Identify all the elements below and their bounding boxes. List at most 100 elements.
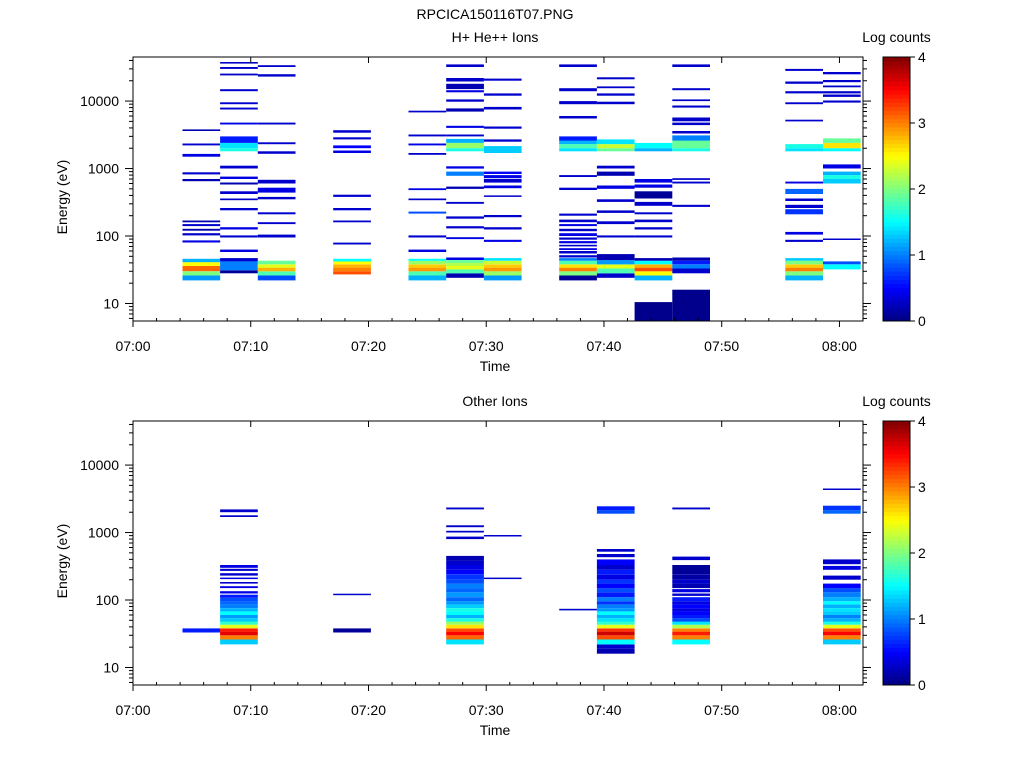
heatmap-cell xyxy=(257,187,296,193)
y-tick-label: 1000 xyxy=(88,161,119,177)
heatmap-cell xyxy=(483,179,522,183)
colorbar-swatch xyxy=(883,110,910,116)
heatmap-cell xyxy=(672,615,710,619)
heatmap-cell xyxy=(559,271,597,276)
heatmap-cell xyxy=(823,604,861,608)
heatmap-cell xyxy=(257,234,296,238)
heatmap-cell xyxy=(596,565,635,570)
heatmap-cell xyxy=(446,536,484,540)
colorbar-swatch xyxy=(883,275,910,281)
colorbar-swatch xyxy=(883,676,910,682)
heatmap-cell xyxy=(333,150,371,153)
colorbar-swatch xyxy=(883,106,910,111)
heatmap-cell xyxy=(785,181,823,184)
heatmap-cell xyxy=(446,273,484,278)
heatmap-cell xyxy=(220,182,258,185)
colorbar-swatch xyxy=(883,581,910,587)
heatmap-cell xyxy=(785,260,823,265)
heatmap-cell xyxy=(220,615,258,619)
y-tick-label: 100 xyxy=(96,228,120,244)
heatmap-cell xyxy=(559,260,597,265)
heatmap-cell xyxy=(596,260,635,265)
colorbar-swatch xyxy=(883,73,910,78)
heatmap-cell xyxy=(672,507,710,510)
heatmap-cell xyxy=(446,565,484,570)
heatmap-cell xyxy=(333,242,371,245)
colorbar-swatch xyxy=(883,122,910,128)
heatmap-cell xyxy=(785,68,823,71)
heatmap-cell xyxy=(220,261,258,271)
colorbar-swatch xyxy=(883,271,910,276)
heatmap-cell xyxy=(559,608,597,611)
heatmap-cell xyxy=(823,592,861,598)
heatmap-cell xyxy=(446,631,484,636)
x-tick-label: 08:00 xyxy=(822,338,857,354)
heatmap-cell xyxy=(446,257,484,260)
colorbar-swatch xyxy=(883,295,910,301)
x-tick-label: 07:10 xyxy=(233,338,268,354)
heatmap-cell xyxy=(182,172,221,175)
heatmap-cell xyxy=(823,488,861,490)
heatmap-cell xyxy=(446,592,484,598)
heatmap-cell xyxy=(446,624,484,629)
colorbar-swatch xyxy=(883,486,910,492)
colorbar-swatch xyxy=(883,77,910,83)
colorbar-swatch xyxy=(883,598,910,603)
heatmap-cell xyxy=(257,179,296,184)
heatmap-cell xyxy=(220,621,258,625)
colorbar-swatch xyxy=(883,647,910,653)
colorbar-tick-label: 4 xyxy=(918,413,926,429)
colorbar-swatch xyxy=(883,461,910,467)
heatmap-cell xyxy=(446,138,484,143)
heatmap-cell xyxy=(672,88,710,91)
heatmap-cell xyxy=(823,164,861,169)
colorbar-swatch xyxy=(883,618,910,624)
heatmap-cell xyxy=(559,233,597,236)
heatmap-cell xyxy=(446,507,484,510)
colorbar-swatch xyxy=(883,536,910,541)
heatmap-cell xyxy=(672,264,710,269)
heatmap-cell xyxy=(446,148,484,152)
heatmap-cell xyxy=(672,122,710,126)
panel-other-ions: Other Ions 07:00 07:10 07:20 07:30 07:40 07:50… xyxy=(54,393,931,738)
colorbar-swatch xyxy=(883,229,910,235)
heatmap-cell xyxy=(823,148,861,152)
colorbar-swatch xyxy=(883,424,910,430)
colorbar-swatch xyxy=(883,126,910,132)
heatmap-cell xyxy=(408,110,447,113)
colorbar-swatch xyxy=(883,457,910,463)
colorbar-swatch xyxy=(883,668,910,673)
heatmap-cell xyxy=(483,171,522,174)
colorbar-swatch xyxy=(883,258,910,264)
heatmap-cell xyxy=(596,583,635,589)
colorbar-swatch xyxy=(883,283,910,289)
heatmap-cell xyxy=(634,142,673,149)
colorbar-swatch xyxy=(883,437,910,442)
colorbar-swatch xyxy=(883,606,910,612)
y-tick-label: 10 xyxy=(103,659,119,675)
heatmap-cell xyxy=(257,260,296,265)
colorbar-swatch xyxy=(883,573,910,579)
colorbar-swatch xyxy=(883,184,910,190)
heatmap-cell xyxy=(220,601,258,605)
heatmap-cell xyxy=(333,208,371,211)
colorbar-swatch xyxy=(883,300,910,305)
heatmap-cell xyxy=(446,90,484,93)
colorbar-swatch xyxy=(883,217,910,223)
heatmap-cell xyxy=(257,142,296,145)
colorbar-swatch xyxy=(883,540,910,546)
colorbar-swatch xyxy=(883,478,910,484)
x-axis-label: Time xyxy=(480,722,511,738)
heatmap-cell xyxy=(672,624,710,629)
colorbar-swatch xyxy=(883,523,910,529)
heatmap-cell xyxy=(408,264,447,268)
heatmap-cell xyxy=(823,611,861,615)
heatmap-cell xyxy=(785,231,823,235)
heatmap-cell xyxy=(596,559,635,565)
heatmap-cell xyxy=(220,107,258,110)
heatmap-cell xyxy=(785,102,823,105)
heatmap-cell xyxy=(672,260,710,265)
heatmap-cell xyxy=(333,261,371,265)
colorbar-tick-label: 3 xyxy=(918,115,926,131)
heatmap-cell xyxy=(596,273,635,278)
